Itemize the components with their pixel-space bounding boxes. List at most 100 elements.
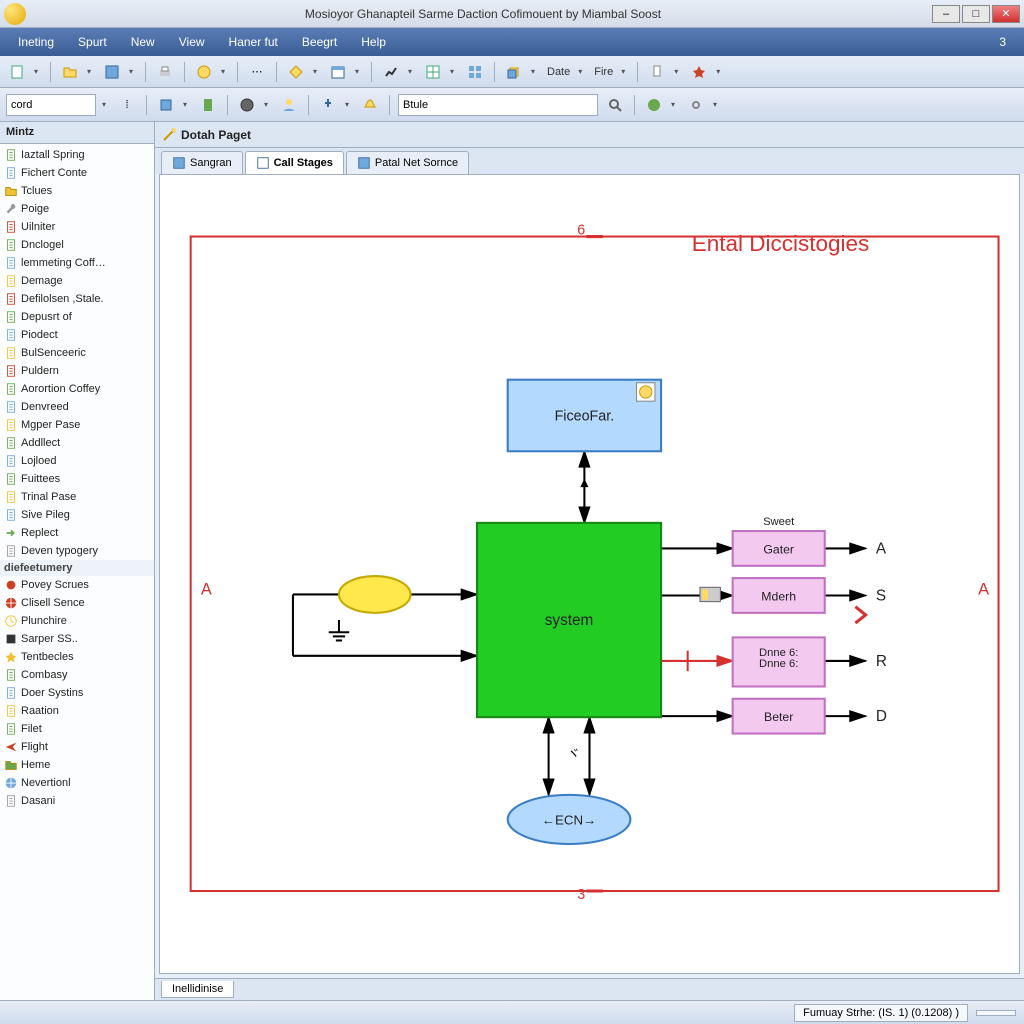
tree-item[interactable]: Raation [0, 702, 154, 720]
page-tab[interactable]: Call Stages [245, 151, 344, 174]
btule-input[interactable] [398, 94, 598, 116]
tb-grid-icon[interactable] [464, 61, 486, 83]
tb-dots-icon[interactable]: ⋯ [246, 61, 268, 83]
tree-item[interactable]: Fuittees [0, 470, 154, 488]
tb-layers-icon[interactable] [503, 61, 525, 83]
tree-item[interactable]: lemmeting Coff… [0, 254, 154, 272]
menu-new[interactable]: New [123, 31, 163, 53]
dropdown-icon[interactable]: ▾ [345, 100, 353, 109]
tree-item[interactable]: Combasy [0, 666, 154, 684]
tb-pushpin-icon[interactable] [317, 94, 339, 116]
tree-item[interactable]: Uilniter [0, 218, 154, 236]
menu-beegrt[interactable]: Beegrt [294, 31, 345, 53]
tree-item[interactable]: Tentbecles [0, 648, 154, 666]
tb-doc-icon[interactable] [6, 61, 28, 83]
tree-item[interactable]: Dnclogel [0, 236, 154, 254]
tree-item[interactable]: Aorortion Coffey [0, 380, 154, 398]
dropdown-icon[interactable]: ▾ [87, 67, 95, 76]
tb-table-icon[interactable] [422, 61, 444, 83]
tb-search-icon[interactable] [604, 94, 626, 116]
tree-item-icon [4, 490, 18, 504]
tree-item[interactable]: Piodect [0, 326, 154, 344]
dropdown-icon[interactable]: ▾ [313, 67, 321, 76]
bottom-tab[interactable]: Inellidinise [161, 981, 234, 998]
menu-help[interactable]: Help [353, 31, 394, 53]
diagram-canvas[interactable]: Ental Diccistogies63AAFiceoFar.system←EC… [159, 174, 1020, 974]
tb-bell-icon[interactable] [359, 94, 381, 116]
tree-item[interactable]: Plunchire [0, 612, 154, 630]
tree-item[interactable]: Addllect [0, 434, 154, 452]
tree-item[interactable]: BulSenceeric [0, 344, 154, 362]
sidebar-tree[interactable]: Iaztall SpringFichert ConteTcluesPoigeUi… [0, 144, 154, 1000]
close-button[interactable]: ✕ [992, 5, 1020, 23]
dropdown-icon[interactable]: ▾ [129, 67, 137, 76]
dropdown-icon[interactable]: ▾ [34, 67, 42, 76]
tree-item[interactable]: Trinal Pase [0, 488, 154, 506]
dropdown-icon[interactable]: ▾ [674, 67, 682, 76]
maximize-button[interactable]: □ [962, 5, 990, 23]
tree-item[interactable]: Mgper Pase [0, 416, 154, 434]
tb-save-icon[interactable] [101, 61, 123, 83]
tb-diamond-icon[interactable] [285, 61, 307, 83]
tree-item[interactable]: Denvreed [0, 398, 154, 416]
tb-bluecube-icon[interactable] [155, 94, 177, 116]
tb-globe-icon[interactable] [236, 94, 258, 116]
tb-print-icon[interactable] [154, 61, 176, 83]
dropdown-icon[interactable]: ▾ [531, 67, 539, 76]
tree-item[interactable]: Heme [0, 756, 154, 774]
tree-item[interactable]: Sarper SS.. [0, 630, 154, 648]
minimize-button[interactable]: – [932, 5, 960, 23]
tree-item[interactable]: Demage [0, 272, 154, 290]
tree-item[interactable]: Dasani [0, 792, 154, 810]
tb-chart-icon[interactable] [380, 61, 402, 83]
tree-item[interactable]: Nevertionl [0, 774, 154, 792]
tb-expand-icon[interactable]: ⁞ [116, 94, 138, 116]
tree-item[interactable]: Depusrt of [0, 308, 154, 326]
dropdown-icon[interactable]: ▾ [671, 100, 679, 109]
tree-item[interactable]: Povey Scrues [0, 576, 154, 594]
page-tab[interactable]: Sangran [161, 151, 243, 174]
tb-smiley-icon[interactable] [193, 61, 215, 83]
tree-item[interactable]: Flight [0, 738, 154, 756]
tree-item[interactable]: Clisell Sence [0, 594, 154, 612]
tb-paint-icon[interactable] [646, 61, 668, 83]
tb-gear-icon[interactable] [685, 94, 707, 116]
dropdown-icon[interactable]: ▾ [578, 67, 586, 76]
tb-people-icon[interactable] [278, 94, 300, 116]
tree-item[interactable]: Poige [0, 200, 154, 218]
tree-item[interactable]: Replect [0, 524, 154, 542]
dropdown-icon[interactable]: ▾ [716, 67, 724, 76]
tree-item[interactable]: Lojloed [0, 452, 154, 470]
record-input[interactable] [6, 94, 96, 116]
dropdown-icon[interactable]: ▾ [102, 100, 110, 109]
tree-item[interactable]: Doer Systins [0, 684, 154, 702]
dropdown-icon[interactable]: ▾ [355, 67, 363, 76]
tb-folder-icon[interactable] [59, 61, 81, 83]
tree-item[interactable]: Fichert Conte [0, 164, 154, 182]
tb-greendoc-icon[interactable] [197, 94, 219, 116]
dropdown-icon[interactable]: ▾ [221, 67, 229, 76]
menu-ineting[interactable]: Ineting [10, 31, 62, 53]
menu-spurt[interactable]: Spurt [70, 31, 115, 53]
dropdown-icon[interactable]: ▾ [264, 100, 272, 109]
tree-item[interactable]: Puldern [0, 362, 154, 380]
tree-item[interactable]: Defilolsen ,Stale. [0, 290, 154, 308]
menu-hanerfut[interactable]: Haner fut [221, 31, 286, 53]
svg-text:A: A [978, 580, 989, 598]
menu-view[interactable]: View [171, 31, 213, 53]
tree-item[interactable]: Sive Pileg [0, 506, 154, 524]
tree-item[interactable]: Filet [0, 720, 154, 738]
tb-star-icon[interactable] [688, 61, 710, 83]
page-tab[interactable]: Patal Net Sornce [346, 151, 469, 174]
tb-greenball-icon[interactable] [643, 94, 665, 116]
dropdown-icon[interactable]: ▾ [183, 100, 191, 109]
dropdown-icon[interactable]: ▾ [621, 67, 629, 76]
tree-item[interactable]: Deven typogery [0, 542, 154, 560]
tree-item[interactable]: Tclues [0, 182, 154, 200]
tb-calendar-icon[interactable] [327, 61, 349, 83]
tree-item[interactable]: Iaztall Spring [0, 146, 154, 164]
dropdown-icon[interactable]: ▾ [408, 67, 416, 76]
dropdown-icon[interactable]: ▾ [713, 100, 721, 109]
svg-text:6: 6 [577, 222, 585, 238]
dropdown-icon[interactable]: ▾ [450, 67, 458, 76]
